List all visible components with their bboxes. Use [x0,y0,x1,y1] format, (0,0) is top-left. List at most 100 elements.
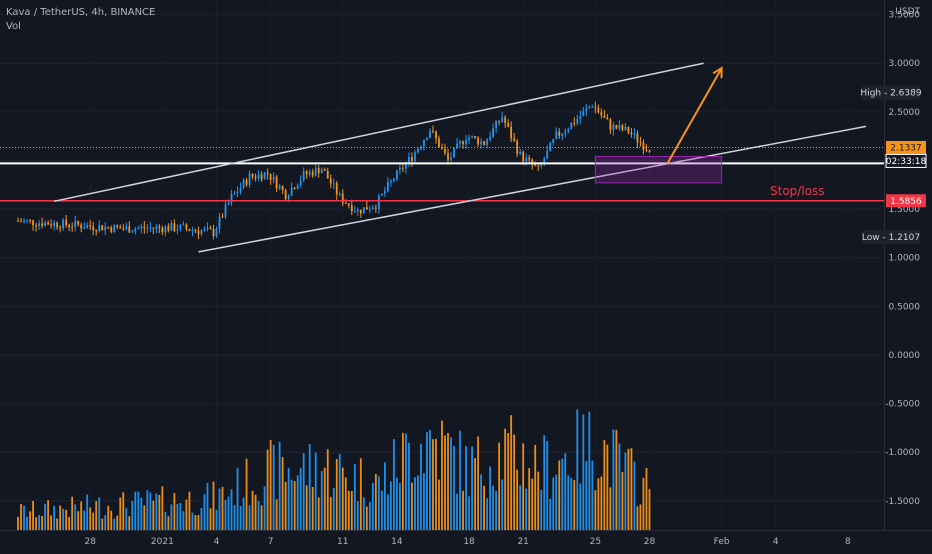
volume-bar [17,516,19,530]
volume-bar [221,486,224,530]
candle-body [582,110,585,116]
candle-body [495,120,498,129]
candle-body [284,189,287,200]
volume-bar [414,477,416,530]
candle-body [317,167,320,174]
candle-body [606,117,609,120]
volume-bar [212,481,215,530]
volume-bar [411,482,413,530]
candle-body [50,224,53,226]
candle-body [125,226,128,230]
candle-body [188,228,191,231]
candle-body [254,176,257,179]
volume-bar [158,494,161,530]
price-tick-label: 1.0000 [889,254,921,264]
candle-body [338,193,341,195]
volume-bar [591,460,594,530]
candle-body [380,193,383,196]
volume-bar [188,491,191,530]
volume-bar [402,432,404,530]
candle-body [203,228,206,231]
candle-body [20,221,22,223]
symbol-title[interactable]: Kava / TetherUS, 4h, BINANCE [6,7,155,18]
volume-bar [429,430,431,530]
volume-bar [230,489,233,530]
price-tick-label: -1.5000 [885,497,920,507]
candle-body [633,133,636,135]
volume-bar [636,506,639,530]
drawings[interactable] [53,62,867,253]
volume-bar [137,491,140,530]
candle-body [386,182,389,192]
volume-bar [365,506,368,530]
channel-lower-line[interactable] [198,125,867,253]
candle-body [471,136,473,138]
candle-body [41,223,43,226]
channel-upper-line[interactable] [53,62,704,203]
volume-bar [356,501,359,530]
candle-body [296,185,299,189]
candle-body [359,209,362,214]
volume-bar [266,449,269,530]
candle-body [215,228,218,236]
candle-body [600,112,603,116]
candle-body [143,226,146,229]
candle-body [314,167,317,176]
candle-body [429,131,431,139]
volume-bar [417,475,419,530]
candle-body [269,173,272,180]
volume-bar [465,446,467,530]
date-axis-ticks[interactable]: 28 2021 4 7 11 14 18 21 25 28 Feb 4 8 [84,537,851,547]
volume-bar [362,497,365,530]
volume-bar [122,492,125,530]
candle-body [224,204,227,218]
candle-body [95,230,98,232]
volume-bar [170,504,173,530]
candle-body [504,117,507,124]
candle-body [89,225,92,227]
volume-bar [233,505,236,530]
candle-body [456,143,458,148]
volume-bar [86,494,89,530]
candle-body [513,138,516,141]
candle-body [501,117,504,122]
candle-body [62,219,65,229]
candle-body [29,220,31,222]
candle-body [23,220,25,222]
candle-body [59,227,62,229]
candle-body [263,172,266,180]
volume-legend[interactable]: Vol [6,21,21,32]
date-tick-label: 4 [773,537,779,547]
volume-bar [299,468,302,530]
volume-bar [155,493,158,530]
candle-body [80,224,83,229]
volume-bar [143,505,146,530]
candle-body [480,141,482,145]
candle-body [182,224,185,226]
volume-bar [257,500,260,530]
volume-bar [612,429,615,530]
volume-bar [29,511,31,530]
stop-loss-label: Stop/loss [770,184,825,198]
date-tick-label: 18 [463,537,475,547]
volume-bar [377,476,380,530]
volume-bar [392,439,395,530]
volume-bar [552,477,555,530]
candle-body [603,115,606,118]
candle-body [642,142,645,150]
price-axis-ticks[interactable]: 3.50003.00002.50002.00001.50001.00000.50… [885,11,920,507]
candle-body [209,227,212,230]
candle-body [221,216,224,218]
buy-zone-rect[interactable] [594,156,723,184]
candle-body [368,209,371,211]
target-arrow[interactable] [666,67,723,164]
price-tick-label: 0.0000 [889,351,921,361]
volume-bar [314,452,317,530]
candle-body [377,195,380,209]
candle-body [161,227,164,233]
candle-body [510,126,513,139]
candle-body [260,174,263,180]
candle-body [38,223,40,226]
